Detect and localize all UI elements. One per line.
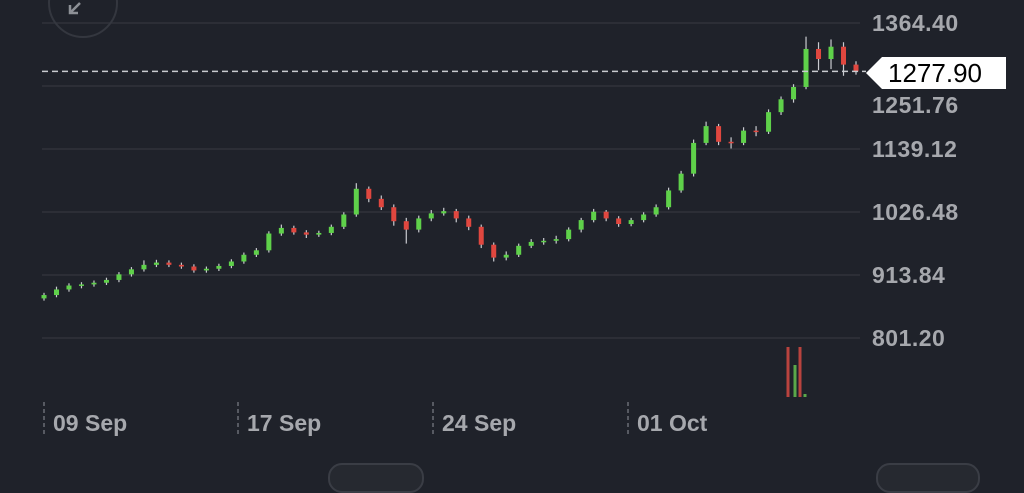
candle-body	[53, 289, 59, 296]
x-tick-label: 01 Oct	[637, 410, 708, 436]
candle-body	[791, 86, 797, 100]
candle-body	[141, 264, 147, 270]
y-tick-label: 1251.76	[872, 92, 959, 118]
candle-body	[278, 227, 284, 234]
candle-body	[328, 226, 334, 233]
candle-body	[153, 262, 159, 265]
y-tick-label: 913.84	[872, 262, 946, 288]
candle-body	[503, 254, 509, 258]
candle-body	[378, 198, 384, 208]
candle-body	[403, 221, 409, 230]
candle-body	[703, 126, 709, 143]
volume-bar	[798, 347, 802, 397]
candle-body	[341, 214, 347, 227]
candle-body	[741, 130, 747, 143]
candle-body	[541, 240, 547, 243]
candle-body	[316, 232, 322, 235]
candle-body	[666, 190, 672, 208]
current-price-tag: 1277.90	[866, 57, 1006, 89]
candle-body	[128, 269, 134, 275]
candle-body	[578, 220, 584, 230]
x-tick-label: 17 Sep	[247, 410, 322, 436]
candle-body	[603, 211, 609, 219]
y-tick-label: 1364.40	[872, 10, 959, 36]
candle-body	[641, 214, 647, 221]
candle-body	[116, 274, 122, 280]
candle-body	[66, 285, 72, 290]
candle-body	[766, 112, 772, 132]
y-tick-label: 801.20	[872, 325, 946, 351]
candle-body	[716, 126, 722, 142]
candle-body	[491, 244, 497, 258]
candle-body	[753, 130, 759, 133]
volume-bar	[803, 394, 807, 397]
candle-body	[241, 254, 247, 262]
candle-body	[78, 284, 84, 286]
candle-body	[416, 218, 422, 230]
candle-body	[291, 227, 297, 233]
candle-body	[778, 99, 784, 113]
candle-body	[453, 211, 459, 219]
bottom-toolbar-button-left[interactable]	[328, 463, 424, 493]
candle-body	[628, 220, 634, 225]
volume-bar	[786, 347, 790, 397]
candle-body	[166, 262, 172, 265]
candle-body	[391, 207, 397, 222]
candle-body	[828, 46, 834, 60]
y-tick-label: 1139.12	[872, 136, 958, 162]
candle-body	[228, 261, 234, 266]
candle-body	[566, 229, 572, 240]
collapse-chart-button[interactable]	[48, 0, 118, 38]
candle-body	[841, 46, 847, 65]
candle-body	[678, 173, 684, 191]
x-tick-label: 24 Sep	[442, 410, 517, 436]
candle-body	[303, 232, 309, 235]
candle-body	[253, 250, 259, 255]
candle-body	[853, 64, 859, 72]
y-tick-label: 1026.48	[872, 199, 959, 225]
candle-body	[91, 282, 97, 285]
candle-body	[591, 211, 597, 221]
candle-body	[616, 218, 622, 225]
candle-body	[441, 211, 447, 214]
candle-body	[41, 295, 47, 299]
candle-body	[803, 48, 809, 87]
candle-body	[203, 268, 209, 271]
candle-body	[216, 265, 222, 269]
candle-body	[191, 266, 197, 271]
candle-body	[353, 188, 359, 215]
candle-body	[428, 213, 434, 219]
current-price-label: 1277.90	[888, 58, 982, 88]
candle-body	[691, 142, 697, 174]
bottom-toolbar-button-right[interactable]	[876, 463, 980, 493]
candle-body	[728, 141, 734, 144]
volume-bar	[793, 365, 797, 397]
candle-body	[553, 239, 559, 241]
x-tick-label: 09 Sep	[53, 410, 128, 436]
candle-body	[653, 207, 659, 215]
candle-body	[178, 264, 184, 267]
candlestick-chart[interactable]	[0, 0, 1024, 472]
candle-body	[466, 218, 472, 227]
candle-body	[266, 233, 272, 251]
candle-body	[478, 226, 484, 245]
candle-body	[516, 245, 522, 255]
candle-body	[366, 188, 372, 199]
candle-body	[528, 241, 534, 246]
candle-body	[816, 48, 822, 60]
arrow-down-left-icon	[68, 2, 81, 15]
candle-body	[103, 279, 109, 283]
